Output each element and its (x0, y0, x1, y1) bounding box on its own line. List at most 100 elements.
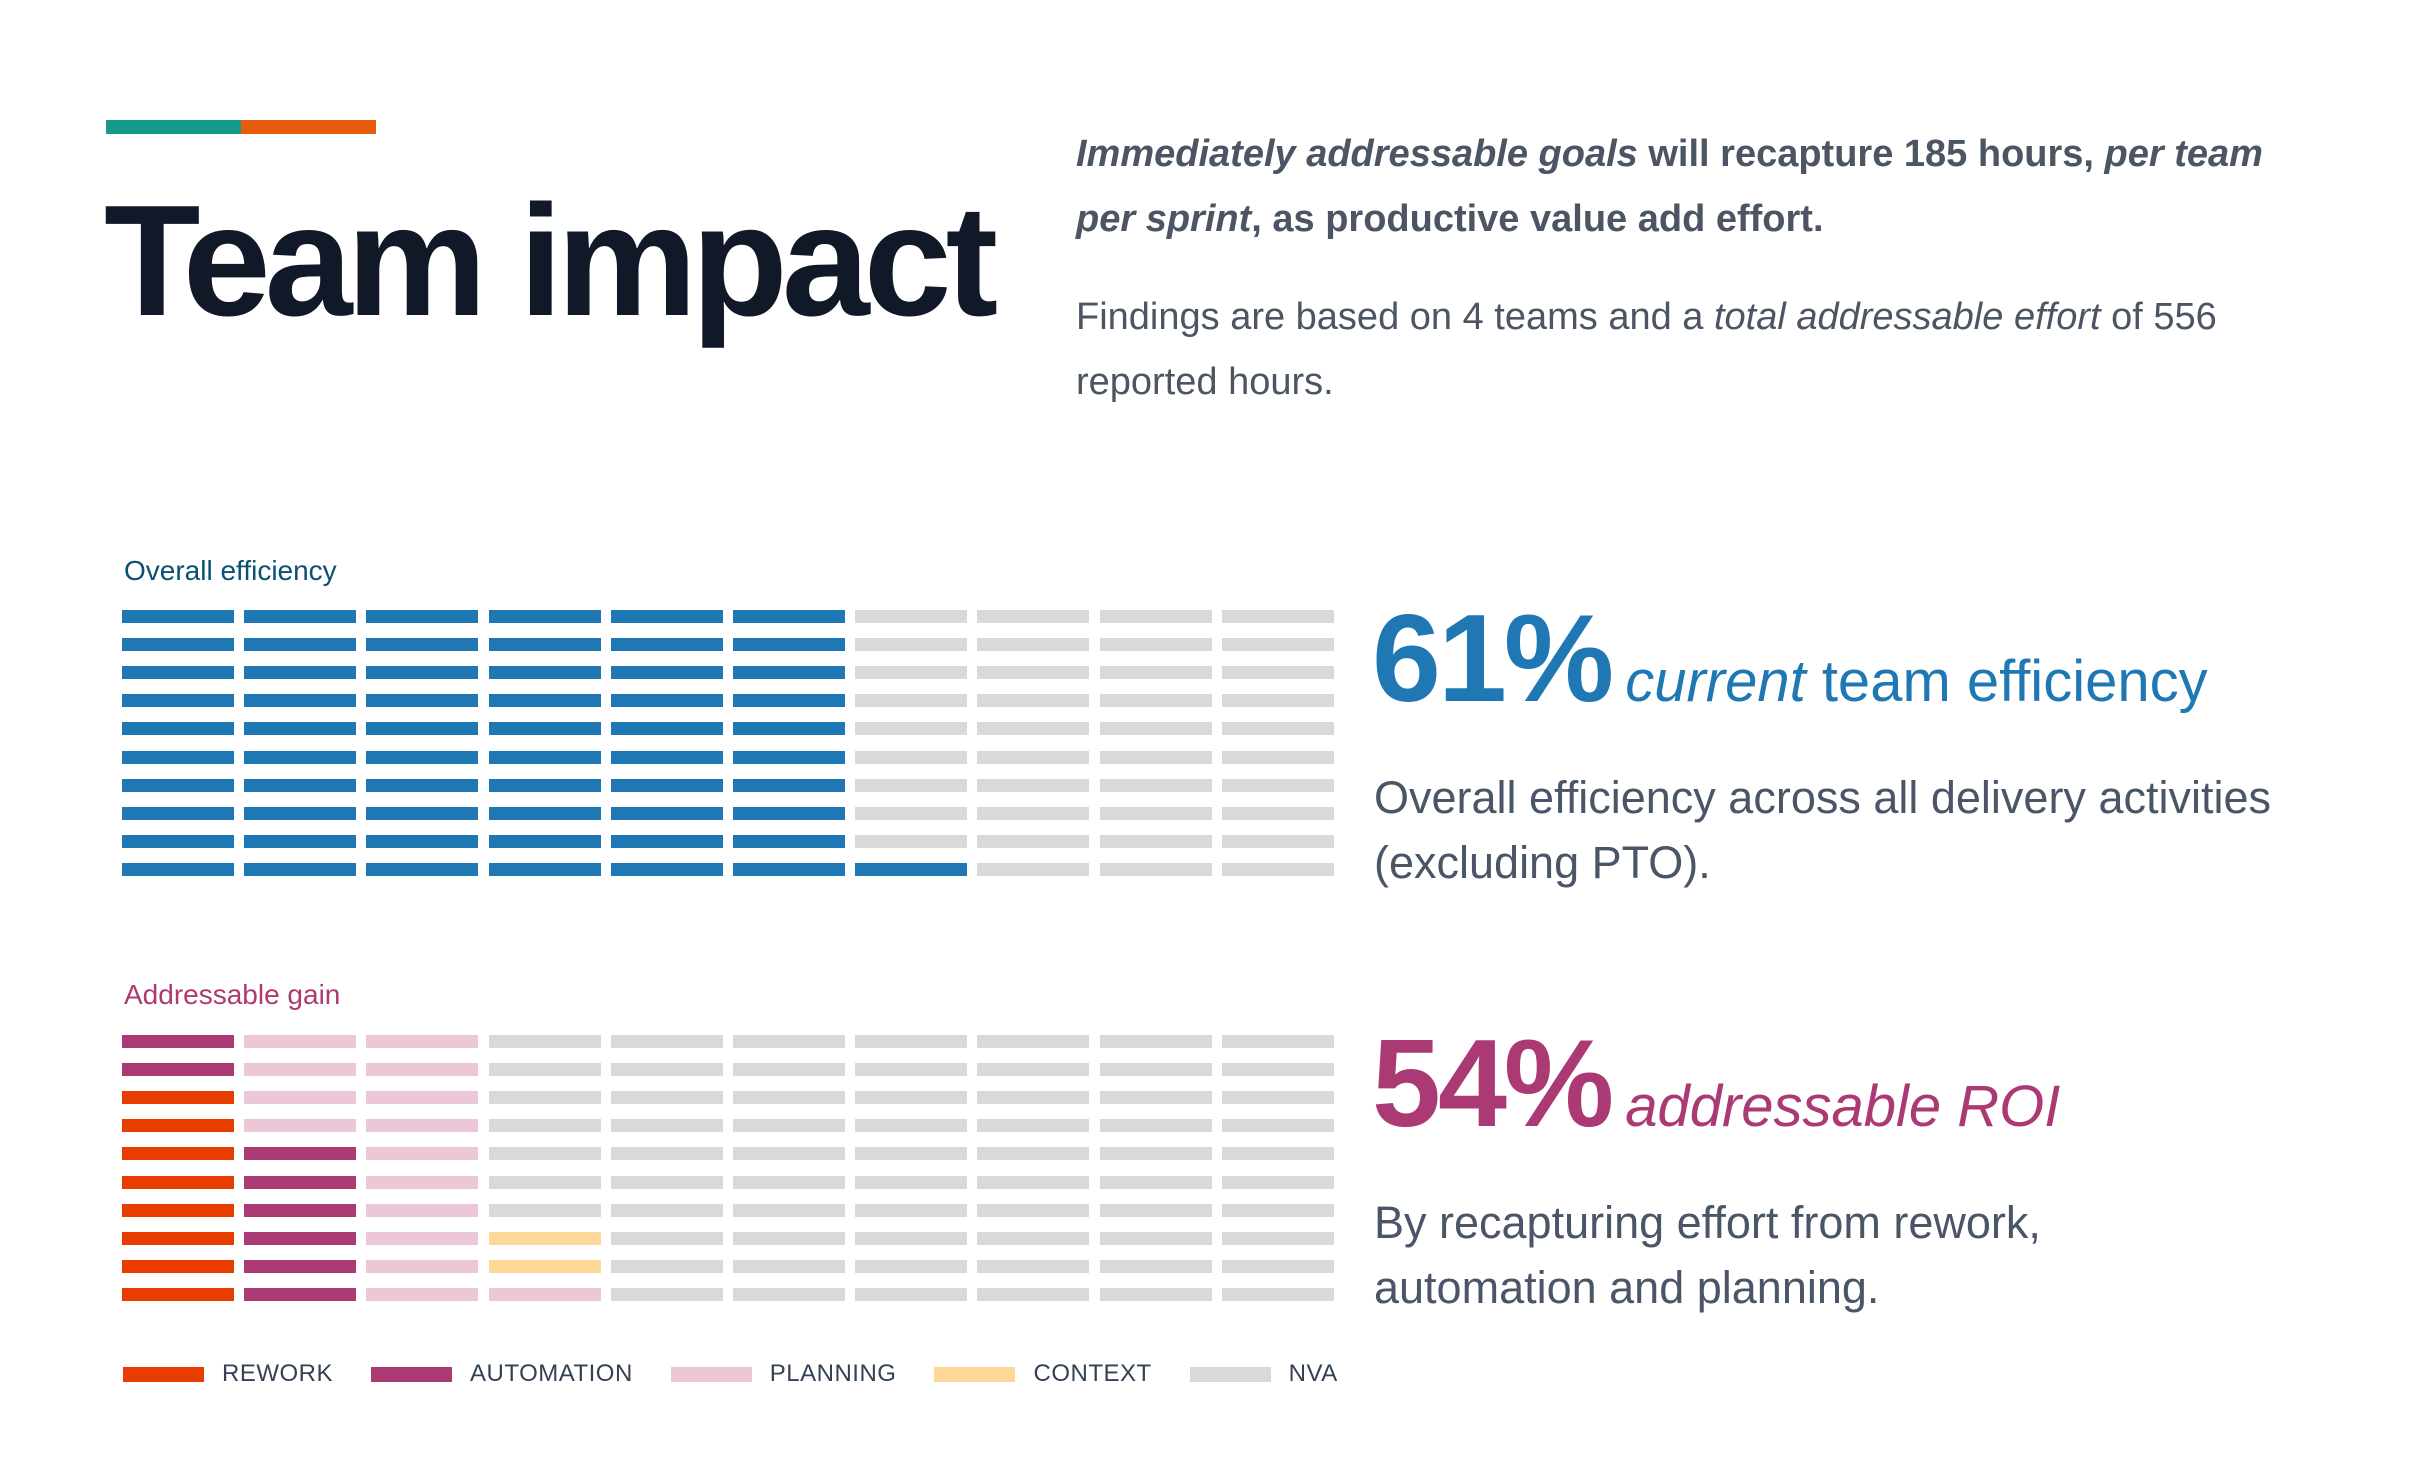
legend-swatch (670, 1366, 752, 1382)
waffle-cell-nva (610, 1287, 723, 1301)
waffle-cell-efficiency (122, 722, 234, 736)
waffle-cell-efficiency (610, 666, 723, 680)
waffle-cell-rework (122, 1287, 234, 1301)
waffle-cell-nva (488, 1203, 601, 1217)
waffle-cell-efficiency (244, 610, 357, 623)
waffle-cell-rework (122, 1147, 234, 1161)
waffle-cell-nva (1221, 806, 1334, 820)
waffle-cell-nva (733, 1119, 845, 1133)
efficiency-description: Overall efficiency across all delivery a… (1374, 772, 2271, 888)
legend-item-planning: PLANNING (670, 1360, 897, 1388)
waffle-cell-efficiency (733, 610, 845, 623)
waffle-cell-nva (610, 1091, 723, 1105)
waffle-cell-nva (977, 750, 1090, 764)
waffle-cell-efficiency (366, 834, 479, 848)
waffle-cell-nva (855, 1119, 968, 1133)
waffle-cell-rework (122, 1259, 234, 1273)
waffle-cell-nva (1221, 834, 1334, 848)
waffle-cell-nva (488, 1147, 601, 1161)
legend-item-rework: REWORK (123, 1360, 333, 1388)
waffle-cell-efficiency (366, 862, 479, 876)
waffle-cell-efficiency (122, 638, 234, 652)
waffle-cell-efficiency (366, 694, 479, 708)
waffle-cell-efficiency (244, 722, 357, 736)
waffle-cell-efficiency (733, 666, 845, 680)
waffle-cell-nva (1099, 1231, 1212, 1245)
waffle-cell-nva (1221, 750, 1334, 764)
waffle-cell-nva (1099, 1063, 1212, 1077)
waffle-cell-nva (733, 1203, 845, 1217)
waffle-cell-efficiency (610, 638, 723, 652)
waffle-cell-efficiency (488, 638, 601, 652)
waffle-cell-rework (122, 1119, 234, 1133)
waffle-cell-planning (366, 1091, 479, 1105)
waffle-cell-nva (855, 834, 968, 848)
waffle-cell-nva (977, 1091, 1090, 1105)
waffle-cell-nva (1221, 694, 1334, 708)
waffle-cell-nva (855, 638, 968, 652)
waffle-cell-efficiency (610, 806, 723, 820)
waffle-cell-nva (488, 1091, 601, 1105)
waffle-cell-automation (244, 1231, 357, 1245)
waffle-cell-nva (1099, 778, 1212, 792)
waffle-cell-nva (977, 778, 1090, 792)
waffle-cell-efficiency (733, 694, 845, 708)
waffle-cell-nva (977, 694, 1090, 708)
waffle-cell-nva (855, 1259, 968, 1273)
intro-text-segment: will recapture 185 hours, (1637, 133, 2105, 175)
waffle-cell-nva (855, 806, 968, 820)
waffle-cell-nva (1221, 1175, 1334, 1189)
waffle-cell-nva (1221, 1091, 1334, 1105)
waffle-cell-nva (855, 1063, 968, 1077)
waffle-cell-efficiency (733, 806, 845, 820)
waffle-cell-planning (366, 1035, 479, 1048)
legend-label: CONTEXT (1033, 1360, 1152, 1387)
waffle-cell-nva (1099, 806, 1212, 820)
waffle-cell-efficiency (733, 862, 845, 876)
waffle-cell-automation (122, 1063, 234, 1077)
waffle-cell-nva (1099, 694, 1212, 708)
waffle-cell-efficiency (366, 806, 479, 820)
waffle-cell-efficiency (366, 610, 479, 623)
waffle-cell-planning (244, 1119, 357, 1133)
waffle-cell-efficiency (244, 666, 357, 680)
waffle-cell-nva (1221, 778, 1334, 792)
waffle-cell-efficiency (122, 806, 234, 820)
waffle-cell-efficiency (610, 610, 723, 623)
waffle-cell-efficiency (488, 834, 601, 848)
waffle-cell-nva (977, 1203, 1090, 1217)
waffle-cell-nva (977, 862, 1090, 876)
waffle-cell-efficiency (122, 862, 234, 876)
waffle-cell-nva (977, 666, 1090, 680)
waffle-cell-automation (122, 1035, 234, 1048)
waffle-cell-efficiency (733, 834, 845, 848)
waffle-cell-nva (1099, 722, 1212, 736)
waffle-cell-nva (1221, 610, 1334, 623)
waffle-cell-efficiency (855, 862, 968, 876)
waffle-cell-efficiency (488, 862, 601, 876)
waffle-cell-context (488, 1231, 601, 1245)
waffle-cell-efficiency (366, 778, 479, 792)
waffle-cell-nva (610, 1203, 723, 1217)
accent-bar-teal (106, 120, 241, 134)
waffle-cell-efficiency (488, 722, 601, 736)
intro-text-segment: , as productive value add effort. (1251, 198, 1824, 240)
waffle-cell-automation (244, 1203, 357, 1217)
waffle-cell-planning (366, 1063, 479, 1077)
waffle-cell-nva (855, 666, 968, 680)
efficiency-stat: 61% current team efficiency (1372, 588, 2208, 730)
waffle-cell-nva (610, 1175, 723, 1189)
waffle-cell-nva (1099, 1091, 1212, 1105)
waffle-cell-nva (1099, 638, 1212, 652)
waffle-cell-nva (1221, 1035, 1334, 1048)
waffle-cell-efficiency (122, 694, 234, 708)
intro-findings: Findings are based on 4 teams and a tota… (1076, 285, 2326, 415)
waffle-cell-efficiency (366, 722, 479, 736)
waffle-cell-nva (1221, 1259, 1334, 1273)
intro-text-segment: Findings are based on 4 teams and a (1076, 296, 1714, 338)
waffle-cell-nva (977, 806, 1090, 820)
waffle-cell-automation (244, 1147, 357, 1161)
waffle-cell-planning (366, 1203, 479, 1217)
waffle-cell-nva (855, 1035, 968, 1048)
waffle-cell-nva (1099, 610, 1212, 623)
